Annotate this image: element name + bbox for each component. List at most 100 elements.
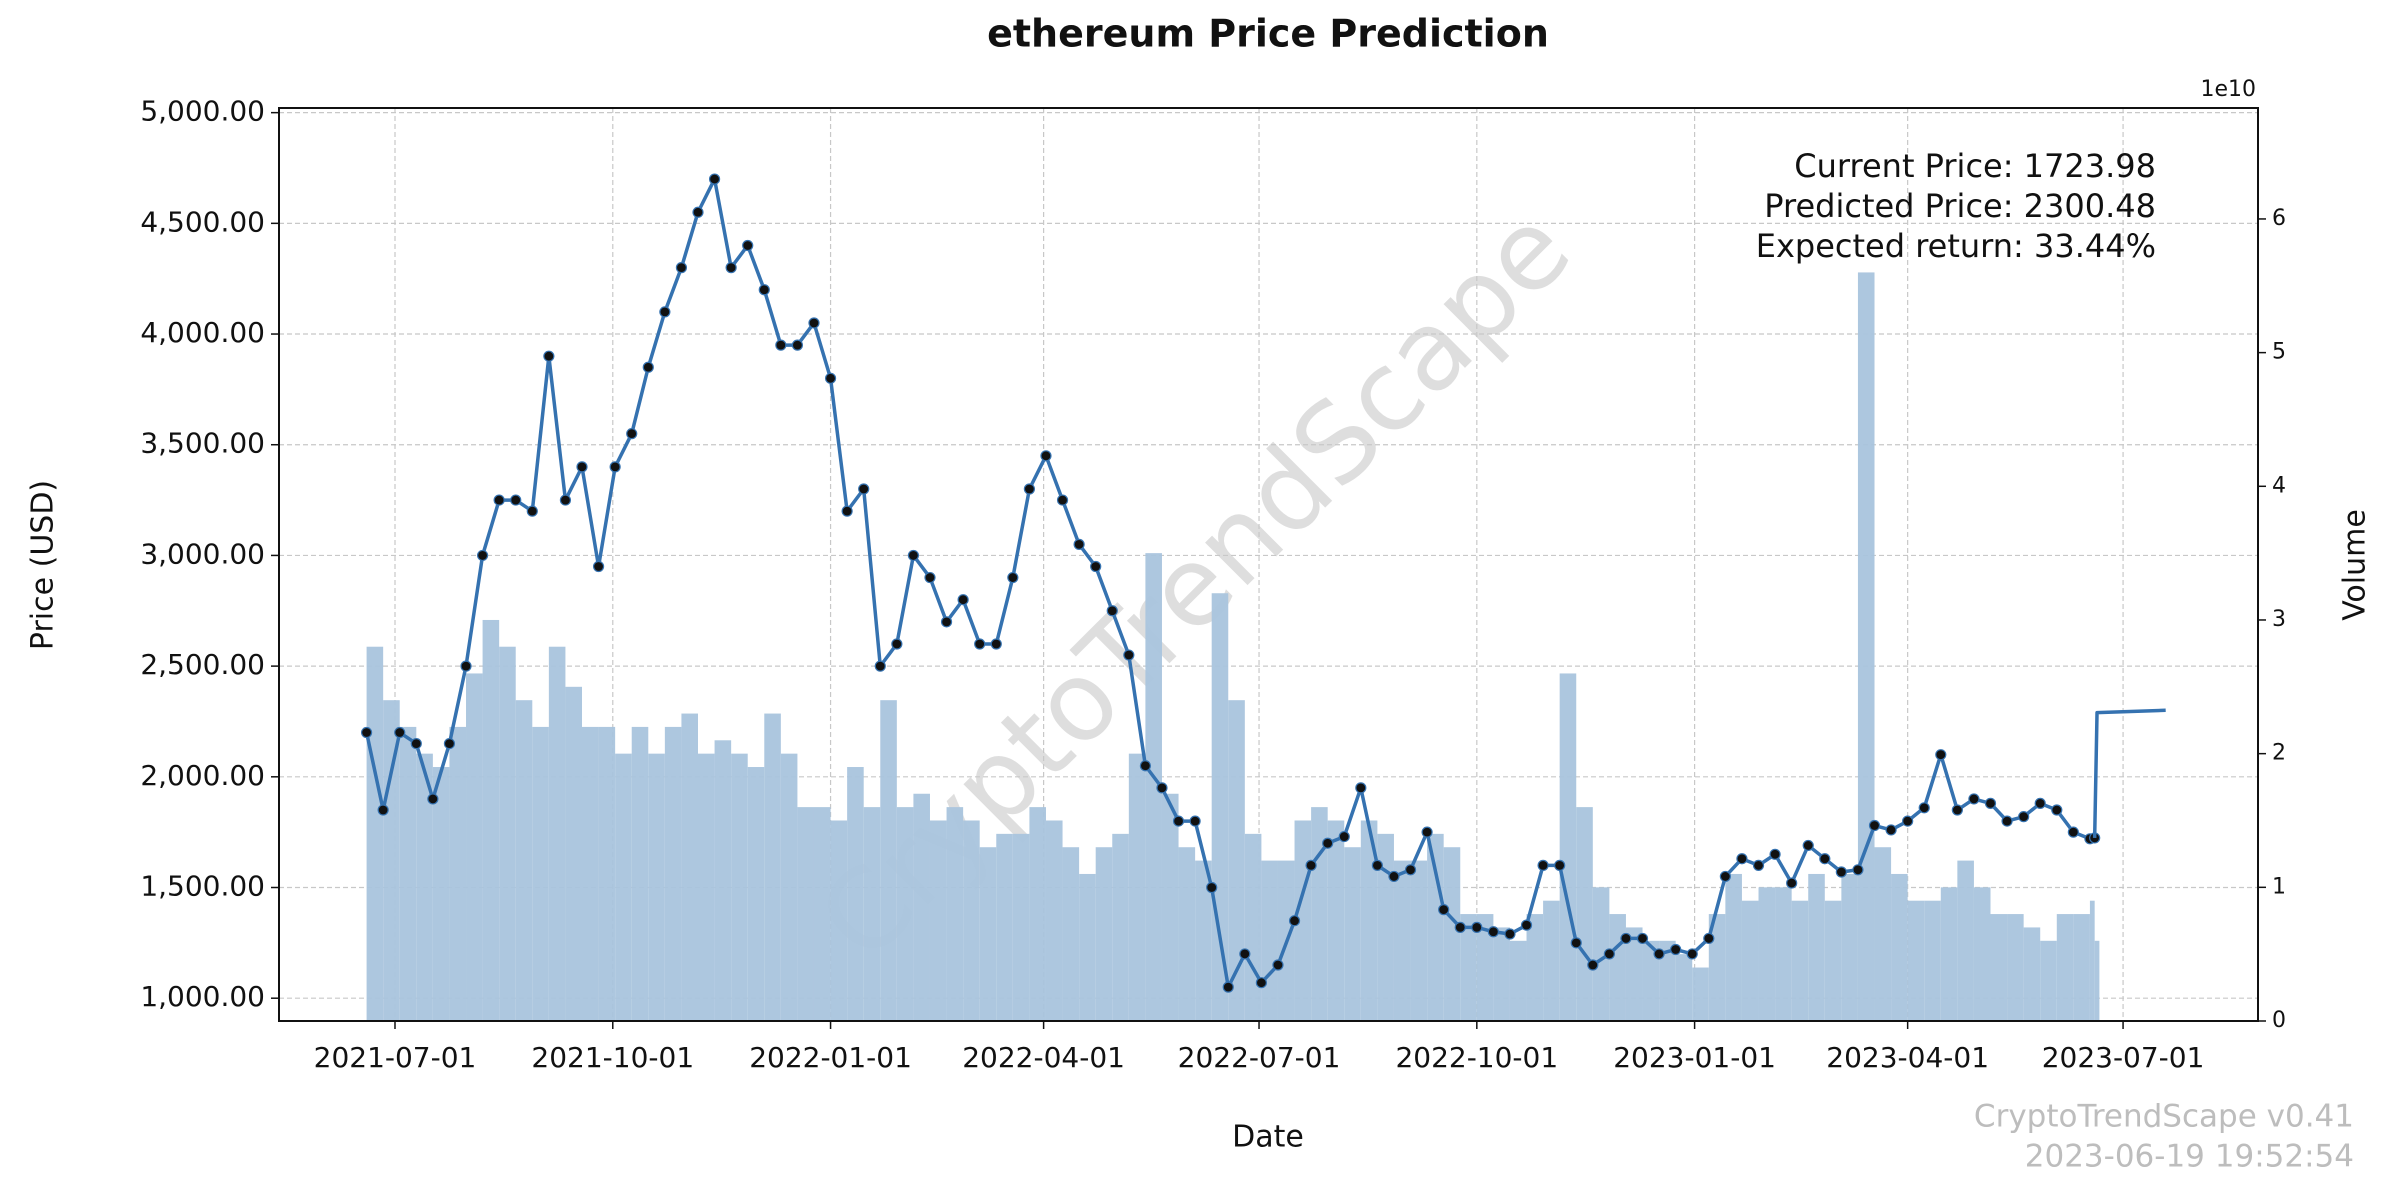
price-marker: [775, 339, 787, 351]
price-marker: [1504, 928, 1516, 940]
y-tick-label: 2,000.00: [140, 759, 265, 792]
y2-tick-label: 5: [2272, 340, 2286, 365]
volume-bar: [1294, 820, 1312, 1021]
volume-bar: [963, 820, 980, 1021]
volume-bar: [2073, 914, 2090, 1021]
price-marker: [1984, 797, 1997, 809]
volume-bar: [1857, 272, 1875, 1022]
price-marker: [1670, 943, 1682, 956]
price-marker: [1090, 560, 1102, 573]
volume-bar: [2089, 900, 2095, 1021]
price-marker: [841, 505, 853, 517]
x-tick-label: 2022-04-01: [962, 1041, 1125, 1074]
volume-bar: [648, 753, 665, 1021]
volume-bar: [1775, 887, 1792, 1021]
volume-bar: [1924, 900, 1941, 1021]
price-marker: [1719, 870, 1731, 883]
price-marker: [1752, 859, 1765, 871]
volume-bar: [1526, 914, 1544, 1021]
price-line: [2092, 708, 2166, 838]
volume-bar: [565, 686, 583, 1021]
volume-bar: [1874, 847, 1892, 1021]
price-marker: [427, 793, 439, 805]
volume-bar: [1393, 860, 1411, 1021]
volume-bar: [1344, 847, 1361, 1021]
price-marker: [1603, 948, 1615, 960]
price-marker: [708, 173, 721, 185]
volume-bar: [1443, 847, 1461, 1021]
volume-bar: [1145, 553, 1162, 1021]
annotation: Current Price: 1723.98: [1794, 147, 2156, 185]
price-marker: [360, 726, 373, 739]
price-marker: [1338, 830, 1350, 843]
volume-bar: [615, 753, 632, 1021]
x-tick-label: 2022-07-01: [1178, 1041, 1341, 1074]
volume-bar: [631, 726, 649, 1021]
volume-bar: [1493, 927, 1510, 1021]
price-marker: [609, 461, 621, 473]
volume-bar: [1029, 807, 1046, 1021]
price-marker: [1123, 649, 1135, 661]
volume-bar: [1758, 887, 1776, 1021]
y-tick-label: 4,000.00: [140, 316, 265, 349]
x-tick-label: 2022-01-01: [749, 1041, 912, 1074]
price-marker: [1587, 959, 1599, 971]
volume-bar: [1940, 887, 1958, 1021]
price-marker: [1802, 839, 1814, 852]
volume-bar: [813, 807, 831, 1021]
y2-offset-label: 1e10: [2200, 77, 2256, 102]
volume-bar: [2023, 927, 2041, 1021]
volume-bar: [1360, 820, 1378, 1021]
volume-bar: [598, 726, 616, 1021]
volume-bar: [1907, 900, 1925, 1021]
volume-bar: [482, 619, 500, 1021]
price-marker: [476, 549, 489, 562]
price-marker: [377, 804, 389, 816]
volume-bar: [1841, 873, 1858, 1021]
price-marker: [791, 339, 804, 351]
volume-bar: [1990, 914, 2008, 1021]
price-marker: [725, 262, 737, 274]
price-marker: [1487, 926, 1499, 938]
y-tick-label: 3,000.00: [140, 537, 265, 570]
volume-bar: [1808, 873, 1825, 1021]
volume-bar: [1642, 940, 1660, 1021]
price-marker: [742, 239, 754, 252]
price-marker: [1918, 802, 1930, 814]
price-marker: [493, 494, 505, 506]
y2-tick-label: 0: [2272, 1008, 2286, 1033]
plot-frame: [278, 107, 2259, 1022]
price-marker: [2067, 826, 2079, 838]
y-tick-label: 4,500.00: [140, 205, 265, 238]
x-tick-label: 2021-10-01: [531, 1041, 694, 1074]
price-marker: [1189, 815, 1201, 827]
price-marker: [990, 638, 1002, 650]
volume-bar: [1410, 860, 1428, 1021]
footer-text: CryptoTrendScape v0.41: [1974, 1099, 2354, 1135]
volume-bar: [1012, 833, 1030, 1021]
price-marker: [1073, 538, 1085, 550]
price-marker: [874, 660, 886, 672]
volume-bar: [449, 726, 467, 1021]
volume-bar: [1377, 833, 1394, 1021]
price-marker: [510, 494, 522, 506]
volume-bar: [1824, 900, 1842, 1021]
x-axis-label: Date: [1232, 1120, 1304, 1155]
volume-bar: [1045, 820, 1063, 1021]
price-marker: [394, 726, 406, 739]
volume-bar: [1692, 967, 1709, 1021]
volume-bar: [1460, 914, 1477, 1021]
volume-bar: [1161, 793, 1179, 1021]
price-marker: [1007, 571, 1019, 584]
volume-bar: [1791, 900, 1809, 1021]
volume-bar: [714, 740, 732, 1021]
price-marker: [1040, 450, 1052, 462]
price-marker: [1172, 815, 1185, 827]
volume-bar: [499, 646, 516, 1021]
volume-bar: [1079, 873, 1096, 1021]
price-marker: [576, 461, 588, 473]
price-marker: [1206, 881, 1218, 894]
volume-bar: [466, 673, 483, 1021]
price-marker: [1454, 921, 1466, 933]
price-marker: [1636, 932, 1649, 945]
